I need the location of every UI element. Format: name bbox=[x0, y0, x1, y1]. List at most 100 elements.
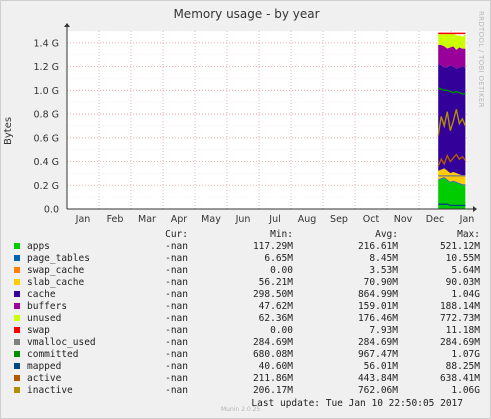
legend-max-value: 188.14M bbox=[439, 301, 480, 312]
area-unused bbox=[438, 33, 466, 50]
area-apps bbox=[438, 178, 466, 209]
legend-series-name: mapped bbox=[27, 361, 62, 372]
x-tick-label: Oct bbox=[363, 214, 380, 225]
legend-max-value: 1.07G bbox=[451, 349, 480, 360]
overlay-lines bbox=[437, 32, 467, 207]
legend-max-value: 772.73M bbox=[439, 313, 480, 324]
legend-row-mapped: mapped -nan 40.60M 56.01M 88.25M bbox=[13, 361, 483, 373]
legend-cur-value: -nan bbox=[165, 325, 188, 336]
legend-avg-value: 864.99M bbox=[357, 289, 398, 300]
legend-min-value: 284.69M bbox=[252, 337, 293, 348]
line-mapped bbox=[438, 203, 466, 207]
legend-max-value: 88.25M bbox=[445, 361, 480, 372]
x-tick-label: Nov bbox=[394, 214, 413, 225]
legend-max-value: 5.64M bbox=[451, 265, 480, 276]
legend-cur-value: -nan bbox=[165, 349, 188, 360]
legend-cur-value: -nan bbox=[165, 313, 188, 324]
legend-max-value: 10.55M bbox=[445, 253, 480, 264]
line-committed bbox=[437, 87, 466, 95]
legend-header-row: Cur: Min: Avg: Max: bbox=[13, 229, 483, 241]
legend-min-value: 40.60M bbox=[258, 361, 293, 372]
legend-swatch bbox=[14, 327, 20, 333]
legend-cur-value: -nan bbox=[165, 385, 188, 396]
y-tick-label: 0.8 G bbox=[34, 110, 60, 121]
legend-avg-value: 56.01M bbox=[363, 361, 398, 372]
legend-swatch bbox=[14, 315, 20, 321]
y-tick-label: 0.4 G bbox=[34, 157, 60, 168]
legend-max-value: 11.18M bbox=[445, 325, 480, 336]
legend-max-value: 638.41M bbox=[439, 373, 480, 384]
legend-min-value: 206.17M bbox=[252, 385, 293, 396]
legend-swatch bbox=[14, 351, 20, 357]
legend-row-unused: unused -nan 62.36M 176.46M 772.73M bbox=[13, 313, 483, 325]
legend-avg-value: 70.90M bbox=[363, 277, 398, 288]
legend-cur-value: -nan bbox=[165, 289, 188, 300]
area-page-tables bbox=[438, 177, 466, 186]
legend-avg-value: 443.84M bbox=[357, 373, 398, 384]
chart-canvas: 0.0 0.2 G 0.4 G 0.6 G 0.8 G 1.0 G 1.2 G 1.4 G Ja… bbox=[34, 23, 477, 225]
legend-series-name: unused bbox=[27, 313, 62, 324]
rrdtool-watermark: RRDTOOL / TOBI OETIKER bbox=[477, 11, 485, 108]
munin-version-label: Munin 2.0.25 bbox=[221, 406, 261, 413]
legend-row-swap-cache: swap_cache -nan 0.00 3.53M 5.64M bbox=[13, 265, 483, 277]
legend-min-value: 56.21M bbox=[258, 277, 293, 288]
chart-title: Memory usage - by year bbox=[173, 7, 320, 21]
legend-row-committed: committed -nan 680.08M 967.47M 1.07G bbox=[13, 349, 483, 361]
legend-series-name: swap_cache bbox=[27, 265, 85, 276]
y-tick-label: 0.2 G bbox=[34, 181, 60, 192]
x-tick-label: May bbox=[201, 214, 221, 225]
legend-min-value: 6.65M bbox=[264, 253, 293, 264]
legend-swatch bbox=[14, 279, 20, 285]
y-tick-label: 0.6 G bbox=[34, 133, 60, 144]
x-tick-label: Sep bbox=[330, 214, 348, 225]
y-tick-label: 1.2 G bbox=[34, 62, 60, 73]
x-tick-label: Feb bbox=[107, 214, 124, 225]
legend-cur-value: -nan bbox=[165, 301, 188, 312]
legend-min-value: 680.08M bbox=[252, 349, 293, 360]
legend-series-name: page_tables bbox=[27, 253, 90, 264]
legend-avg-value: 967.47M bbox=[357, 349, 398, 360]
legend-max-value: 284.69M bbox=[439, 337, 480, 348]
legend-swatch bbox=[14, 339, 20, 345]
legend-max-value: 1.04G bbox=[451, 289, 480, 300]
x-tick-label: Mar bbox=[138, 214, 156, 225]
legend-cur-value: -nan bbox=[165, 265, 188, 276]
legend-series-name: inactive bbox=[27, 385, 73, 396]
legend-cur-value: -nan bbox=[165, 361, 188, 372]
legend-header-min: Min: bbox=[270, 229, 293, 240]
legend-series-name: apps bbox=[27, 241, 50, 252]
x-tick-label: Aug bbox=[298, 214, 317, 225]
legend-table: Cur: Min: Avg: Max: apps -nan 117.29M 216.6… bbox=[13, 229, 483, 397]
legend-swatch bbox=[14, 303, 20, 309]
legend-header-avg: Avg: bbox=[375, 229, 398, 240]
legend-avg-value: 7.93M bbox=[369, 325, 398, 336]
plot-background bbox=[67, 31, 467, 209]
legend-header-cur: Cur: bbox=[165, 229, 188, 240]
legend-row-page-tables: page_tables -nan 6.65M 8.45M 10.55M bbox=[13, 253, 483, 265]
y-axis-arrow-icon bbox=[64, 23, 70, 27]
legend-cur-value: -nan bbox=[165, 277, 188, 288]
legend-series-name: cache bbox=[27, 289, 56, 300]
legend-min-value: 211.86M bbox=[252, 373, 293, 384]
legend-cur-value: -nan bbox=[165, 241, 188, 252]
legend-swatch bbox=[14, 291, 20, 297]
legend-min-value: 298.50M bbox=[252, 289, 293, 300]
legend-min-value: 47.62M bbox=[258, 301, 293, 312]
legend-cur-value: -nan bbox=[165, 337, 188, 348]
legend-swatch bbox=[14, 267, 20, 273]
legend-row-buffers: buffers -nan 47.62M 159.01M 188.14M bbox=[13, 301, 483, 313]
legend-swatch bbox=[14, 363, 20, 369]
legend-series-name: buffers bbox=[27, 301, 68, 312]
x-tick-label: Jan bbox=[75, 214, 91, 225]
x-tick-label: Jun bbox=[235, 214, 251, 225]
legend-avg-value: 176.46M bbox=[357, 313, 398, 324]
area-buffers bbox=[438, 45, 466, 69]
legend-series-name: vmalloc_used bbox=[27, 337, 96, 348]
y-tick-label: 1.4 G bbox=[34, 38, 60, 49]
legend-series-name: active bbox=[27, 373, 62, 384]
legend-swatch bbox=[14, 387, 20, 393]
y-tick-label: 1.0 G bbox=[34, 86, 60, 97]
line-active bbox=[437, 153, 466, 167]
chart-grid bbox=[66, 30, 467, 209]
